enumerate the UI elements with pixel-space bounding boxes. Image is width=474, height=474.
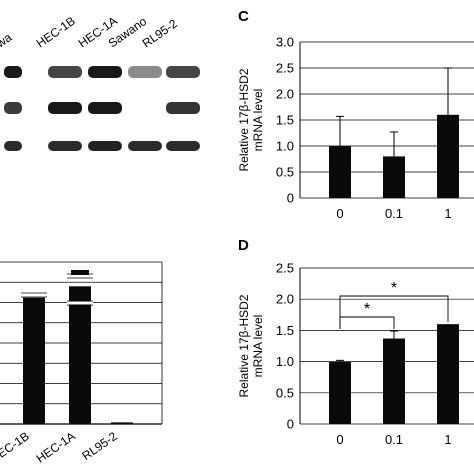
- axis-break: [67, 301, 93, 305]
- y-tick-label: 0.5: [276, 165, 294, 180]
- significance-star: *: [391, 280, 397, 297]
- bar: [23, 297, 45, 424]
- blot-band: [128, 66, 162, 78]
- x-tick-label: 0.1: [385, 432, 403, 447]
- chart-b: HEC-1B HEC-1A RL95-2: [0, 261, 163, 466]
- x-tick-label: HEC-1B: [0, 429, 32, 466]
- bar-cap: [71, 270, 89, 275]
- x-tick-label: 0: [336, 432, 343, 447]
- y-tick-label: 0.5: [276, 385, 294, 400]
- blot-band: [128, 141, 162, 151]
- y-tick-label: 2.0: [276, 87, 294, 102]
- y-tick-label: 1.0: [276, 139, 294, 154]
- y-tick-label: 2.5: [276, 261, 294, 276]
- axis-break: [67, 274, 93, 278]
- x-tick-label: HEC-1A: [34, 429, 78, 466]
- bar: [383, 156, 405, 198]
- chart-c: 0 0.5 1.0 1.5 2.0 2.5 3.0 C Relative 17β-HSD2 mRN…: [237, 8, 474, 221]
- bar: [69, 286, 91, 424]
- x-tick-label: 1: [444, 432, 451, 447]
- bar: [437, 114, 459, 198]
- bar: [437, 324, 459, 424]
- significance-star: *: [364, 301, 370, 318]
- blot-band: [166, 141, 200, 151]
- blot-band: [88, 66, 122, 78]
- blot-band: [48, 141, 82, 151]
- blot-band: [166, 102, 200, 114]
- y-tick-label: 0: [287, 417, 294, 432]
- blot-band: [88, 102, 122, 114]
- blot-band: [4, 102, 22, 114]
- y-tick-label: 3.0: [276, 35, 294, 50]
- significance-bracket: [339, 316, 395, 329]
- bar: [329, 361, 351, 424]
- bar: [111, 422, 133, 424]
- y-axis-label: Relative 17β-HSD2: [237, 68, 251, 171]
- x-tick-label: 0: [336, 206, 343, 221]
- y-tick-label: 1.5: [276, 323, 294, 338]
- blot-band: [166, 66, 200, 78]
- blot-band: [88, 141, 122, 151]
- y-tick-label: 1.5: [276, 113, 294, 128]
- x-tick-label: RL95-2: [79, 429, 120, 463]
- blot-band: [48, 102, 82, 114]
- bar: [329, 146, 351, 198]
- y-axis-label: Relative 17β-HSD2: [237, 294, 251, 397]
- y-tick-label: 2.5: [276, 61, 294, 76]
- y-tick-label: 2.0: [276, 292, 294, 307]
- y-tick-label: 1.0: [276, 354, 294, 369]
- significance-bracket: [339, 295, 449, 329]
- x-tick-label: 0.1: [385, 206, 403, 221]
- blot-band: [4, 66, 22, 78]
- lane-label: wa: [0, 30, 15, 51]
- bar: [383, 338, 405, 424]
- y-axis-label: mRNA level: [251, 89, 265, 152]
- axis-break: [21, 293, 47, 297]
- panel-letter: D: [238, 237, 249, 254]
- blot-band: [48, 66, 82, 78]
- chart-d: 0 0.5 1.0 1.5 2.0 2.5 D Relative 17β-HSD2 mRNA l…: [237, 237, 474, 447]
- lane-label: HEC-1B: [34, 14, 78, 51]
- panel-letter: C: [238, 8, 249, 25]
- x-tick-label: 1: [444, 206, 451, 221]
- y-axis-label: mRNA level: [251, 315, 265, 378]
- y-tick-label: 0: [287, 191, 294, 206]
- blot-band: [4, 141, 22, 151]
